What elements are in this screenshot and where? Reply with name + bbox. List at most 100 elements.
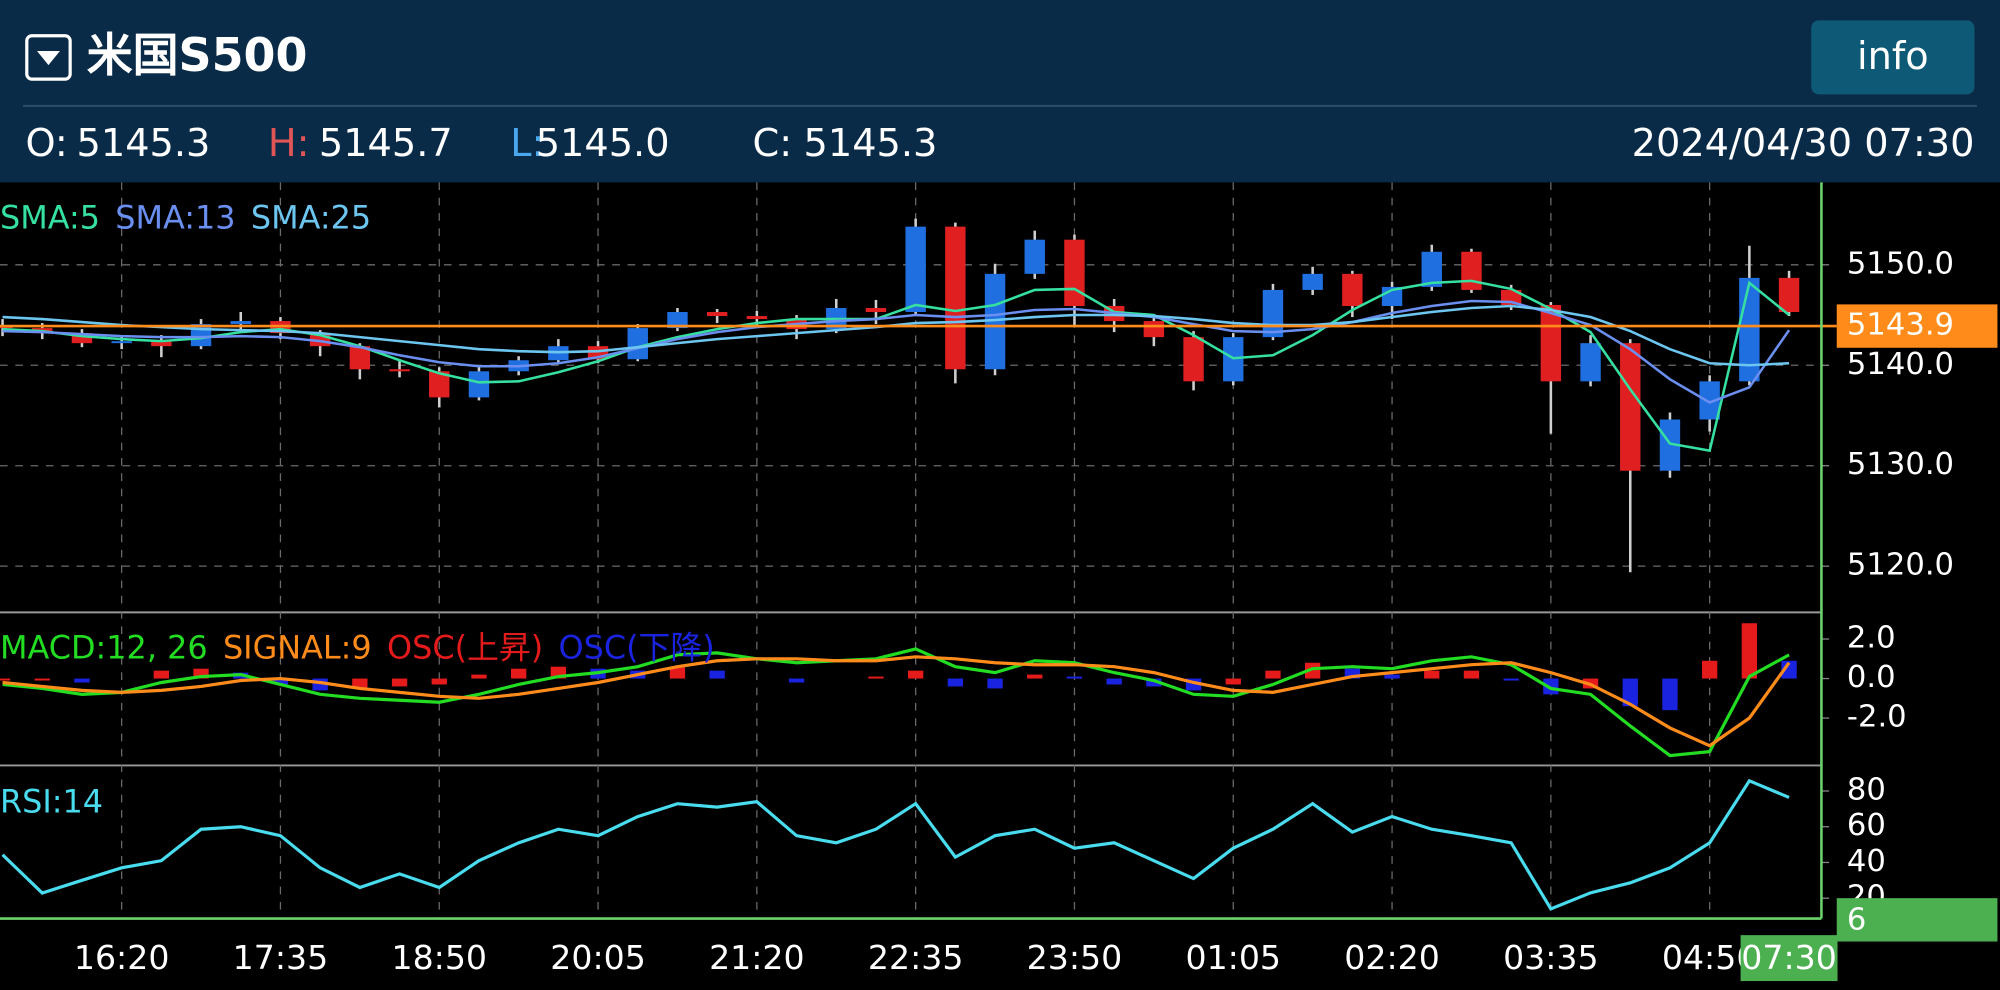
- dropdown-icon[interactable]: [25, 34, 72, 81]
- candle-body: [1620, 343, 1641, 471]
- rsi-badge-label: 6: [1847, 903, 1866, 938]
- osc-bar: [431, 678, 447, 685]
- dropdown-arrow[interactable]: [36, 51, 60, 66]
- osc-bar: [511, 668, 527, 679]
- candle-body: [746, 316, 768, 320]
- osc-bar: [1146, 678, 1162, 687]
- osc-bar: [947, 678, 964, 687]
- legend-entry: MACD:12, 26: [0, 628, 208, 666]
- ohlc-key: C:: [753, 121, 793, 166]
- osc-bar: [391, 678, 408, 687]
- datetime: 2024/04/30 07:30: [1632, 121, 1975, 166]
- x-tick-label: 22:35: [868, 938, 964, 977]
- osc-bar: [1305, 662, 1321, 679]
- ohlc-key: L:: [510, 121, 544, 166]
- rsi-badge: [1836, 898, 1998, 942]
- x-tick-label: 17:35: [233, 938, 329, 977]
- candle-body: [1342, 273, 1363, 306]
- osc-bar: [1622, 678, 1638, 707]
- candle-body: [1659, 419, 1681, 471]
- y-tick-label: 5120.0: [1847, 548, 1954, 583]
- candle-body: [1302, 273, 1323, 290]
- ohlc-value: 5145.3: [804, 121, 938, 166]
- ohlc-value: 5145.3: [77, 121, 211, 166]
- y-tick-label: 0.0: [1847, 660, 1896, 695]
- current-time-badge: [1740, 935, 1838, 982]
- candle-body: [190, 324, 212, 347]
- info-button-label[interactable]: info: [1857, 34, 1929, 79]
- osc-bar: [1463, 670, 1480, 679]
- x-tick-label: 21:20: [709, 938, 805, 977]
- indicator-line: [2, 647, 1790, 758]
- legend-entry: SIGNAL:9: [223, 628, 372, 666]
- candle-body: [389, 369, 410, 372]
- candle-body: [1421, 251, 1442, 287]
- osc-bar: [709, 670, 725, 679]
- candle-body: [151, 341, 172, 347]
- candle-body: [1540, 304, 1562, 382]
- candle-body: [1262, 289, 1284, 338]
- indicator-line: [2, 655, 1791, 748]
- osc-bar: [987, 678, 1003, 689]
- x-tick-label: 02:20: [1344, 938, 1440, 977]
- osc-bar: [1066, 676, 1083, 679]
- candle-body: [111, 341, 132, 344]
- ohlc-value: 5145.7: [319, 121, 453, 166]
- indicator-line: [1, 778, 1790, 911]
- candle-body: [984, 273, 1006, 370]
- ohlc-value: 5145.0: [536, 121, 670, 166]
- info-button[interactable]: [1811, 20, 1975, 95]
- osc-bar: [1662, 678, 1678, 711]
- y-tick-label: -2.0: [1847, 700, 1907, 735]
- indicator-line: [2, 299, 1791, 404]
- osc-bar: [193, 668, 209, 679]
- x-tick-label: 16:20: [74, 938, 170, 977]
- ohlc-key: O:: [26, 121, 68, 166]
- legend-entry: SMA:13: [115, 198, 235, 236]
- osc-bar: [153, 670, 170, 679]
- osc-bar: [0, 678, 11, 681]
- osc-bar: [1702, 660, 1718, 679]
- osc-bar: [1344, 668, 1361, 679]
- osc-bar: [1741, 623, 1758, 679]
- dropdown-frame[interactable]: [25, 34, 72, 81]
- osc-bar: [312, 678, 328, 691]
- y-tick-label: 5150.0: [1847, 246, 1954, 281]
- y-tick-label: 5130.0: [1847, 447, 1954, 482]
- y-tick-label: 40: [1847, 844, 1886, 879]
- osc-bar: [34, 678, 50, 681]
- candle-body: [1699, 381, 1720, 420]
- y-tick-label: 60: [1847, 808, 1886, 843]
- candle-body: [627, 328, 648, 360]
- osc-bar: [74, 678, 90, 683]
- candle-body: [905, 226, 926, 313]
- osc-bar: [1424, 670, 1440, 679]
- legend-entry: RSI:14: [0, 783, 103, 821]
- osc-bar: [669, 666, 686, 679]
- candle-body: [667, 312, 688, 329]
- osc-bar: [471, 674, 487, 679]
- y-tick-label: 5140.0: [1847, 347, 1954, 382]
- candle-body: [1024, 239, 1045, 274]
- candle-body: [468, 371, 490, 398]
- x-tick-label: 01:05: [1185, 938, 1281, 977]
- osc-bar: [1503, 678, 1519, 681]
- header-bg: [0, 0, 2000, 183]
- osc-bar: [1027, 674, 1043, 679]
- instrument-title[interactable]: 米国S500: [87, 28, 308, 82]
- osc-bar: [1384, 674, 1400, 679]
- legend-entry: SMA:25: [251, 198, 371, 236]
- osc-bar: [1225, 678, 1241, 685]
- osc-bar: [272, 678, 289, 685]
- candle-body: [1143, 321, 1165, 338]
- y-tick-label: 80: [1847, 773, 1886, 808]
- osc-bar: [788, 678, 805, 683]
- candle-body: [706, 312, 728, 317]
- osc-bar: [1106, 678, 1122, 685]
- osc-bar: [550, 666, 567, 679]
- x-tick-label: 18:50: [391, 938, 487, 977]
- osc-bar: [868, 676, 884, 679]
- candle-body: [1183, 337, 1204, 382]
- legend-entry: OSC(上昇): [387, 628, 543, 666]
- candle-body: [865, 308, 887, 313]
